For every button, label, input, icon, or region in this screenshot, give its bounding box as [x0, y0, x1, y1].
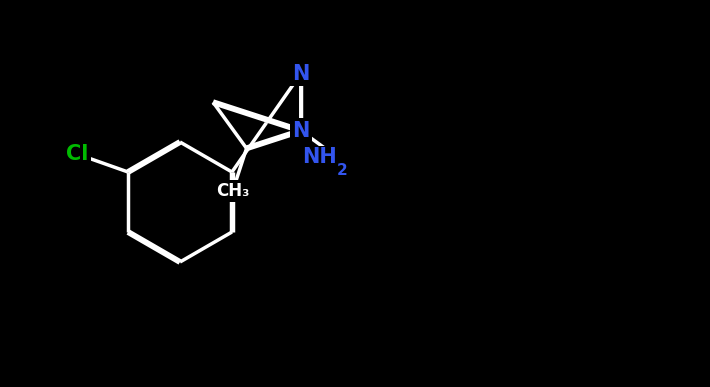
Text: N: N	[292, 64, 310, 84]
Text: N: N	[292, 121, 310, 141]
Text: NH: NH	[302, 147, 337, 167]
Text: Cl: Cl	[66, 144, 88, 164]
Text: 2: 2	[337, 163, 348, 178]
Text: CH₃: CH₃	[216, 182, 249, 200]
